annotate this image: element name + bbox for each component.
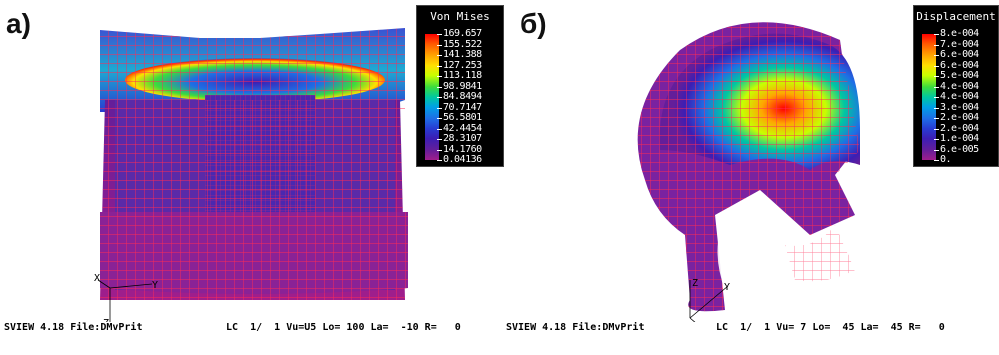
- legend-tick: [934, 118, 939, 119]
- axis-y-label: Y: [724, 282, 730, 293]
- legend-tick: [934, 128, 939, 130]
- legend-tick: [437, 34, 442, 35]
- color-scale-bar: [922, 34, 936, 160]
- legend-value: 113.118: [437, 71, 482, 81]
- legend-value: 70.7147: [437, 102, 482, 113]
- legend-value: 6.e-004: [934, 60, 979, 71]
- legend-value: 6.e-005: [934, 144, 979, 155]
- axis-triad: [97, 279, 153, 322]
- status-bar-a: SVIEW 4.18 File:DMvPrit LC 1/ 1 Vu=U5 Lo…: [4, 322, 484, 336]
- legend-tick: [437, 55, 442, 56]
- legend-title: Von Mises: [430, 10, 490, 23]
- status-view: LC 1/ 1 Vu= 7 Lo= 45 La= 45 R= 0: [716, 322, 945, 333]
- legend-value: 3.e-004: [934, 102, 979, 113]
- color-scale-bar: [425, 34, 439, 160]
- legend-tick: [934, 149, 939, 151]
- legend-tick: [934, 97, 939, 98]
- legend-tick: [437, 118, 442, 119]
- legend-value: 42.4454: [437, 123, 482, 134]
- legend-value: 2.e-004: [934, 123, 979, 134]
- legend-tick: [934, 34, 939, 35]
- panel-b-label: б): [520, 8, 547, 39]
- legend-value: 5.e-004: [934, 71, 979, 81]
- legend-tick: [437, 149, 442, 151]
- legend-value: 141.388: [437, 50, 482, 60]
- legend-value: 14.1760: [437, 144, 482, 155]
- axis-triad: [689, 280, 729, 322]
- legend-value: 127.253: [437, 60, 482, 71]
- legend-title: Displacement: [916, 10, 996, 23]
- legend-value: 8.e-004: [934, 29, 979, 39]
- legend-value: 0.04136: [437, 155, 482, 165]
- legend-value: 6.e-004: [934, 50, 979, 60]
- legend-tick: [437, 86, 442, 88]
- piston-stress-view: Z X Y: [94, 28, 408, 322]
- legend-tick: [934, 107, 939, 109]
- legend-tick: [437, 44, 442, 46]
- von-mises-legend: Von Mises 169.657 155.522 141.388 127.253 11…: [416, 5, 504, 167]
- legend-value: 7.e-004: [934, 39, 979, 50]
- legend-tick: [437, 97, 442, 98]
- panel-a-label: а): [6, 8, 31, 39]
- displacement-legend: Displacement 8.e-004 7.e-004 6.e-004 6.e-00…: [913, 5, 999, 167]
- legend-tick: [934, 65, 939, 67]
- legend-value: 98.9841: [437, 81, 482, 92]
- legend-value: 56.5801: [437, 113, 482, 123]
- legend-value: 84.8494: [437, 92, 482, 102]
- legend-tick: [934, 44, 939, 46]
- legend-tick: [437, 139, 442, 140]
- legend-tick: [934, 86, 939, 88]
- legend-value: 155.522: [437, 39, 482, 50]
- piston-displacement-view: Z Y: [637, 22, 860, 322]
- legend-tick: [437, 76, 442, 77]
- axis-y-label: Y: [152, 280, 158, 291]
- axis-z-label: Z: [692, 278, 698, 289]
- legend-tick: [934, 160, 939, 161]
- status-program: SVIEW 4.18 File:DMvPrit: [506, 322, 645, 333]
- legend-value: 169.657: [437, 29, 482, 39]
- legend-value: 1.e-004: [934, 134, 979, 144]
- legend-value: 4.e-004: [934, 92, 979, 102]
- legend-tick: [934, 55, 939, 56]
- legend-value: 28.3107: [437, 134, 482, 144]
- legend-tick: [934, 76, 939, 77]
- axis-z-label: Z: [103, 318, 109, 322]
- legend-tick: [437, 107, 442, 109]
- legend-tick: [437, 160, 442, 161]
- status-program: SVIEW 4.18 File:DMvPrit: [4, 322, 143, 333]
- legend-tick: [437, 65, 442, 67]
- legend-value: 0.: [934, 155, 952, 165]
- legend-tick: [934, 139, 939, 140]
- status-bar-b: SVIEW 4.18 File:DMvPrit LC 1/ 1 Vu= 7 Lo…: [506, 322, 996, 336]
- legend-tick: [437, 128, 442, 130]
- axis-x-label: X: [94, 273, 100, 284]
- legend-value: 4.e-004: [934, 81, 979, 92]
- status-view: LC 1/ 1 Vu=U5 Lo= 100 La= -10 R= 0: [226, 322, 461, 333]
- legend-value: 2.e-004: [934, 113, 979, 123]
